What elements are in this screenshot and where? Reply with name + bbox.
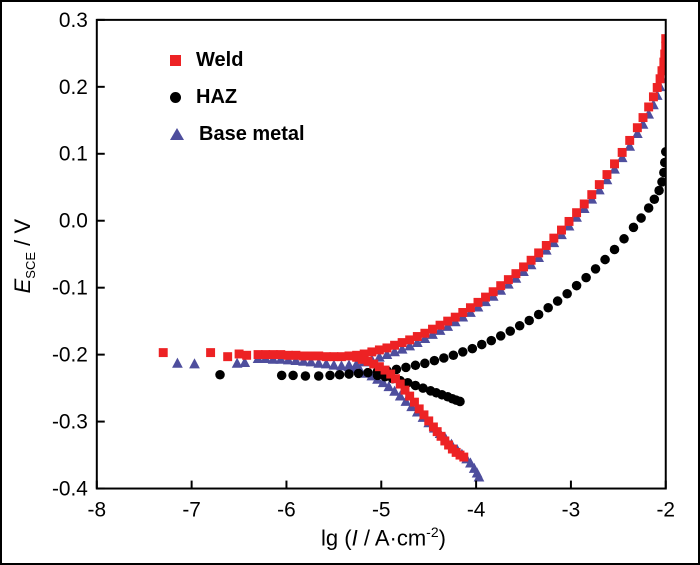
legend-label-base-metal: Base metal — [199, 123, 305, 145]
x-axis-label: lg (I / A·cm-2) — [97, 524, 670, 551]
y-label-part: / V — [9, 218, 35, 252]
y-label-subscript: SCE — [23, 251, 39, 279]
y-tick-label: -0.3 — [52, 411, 88, 434]
x-axis: -8 -7 -6 -5 -4 -3 -2 — [88, 480, 675, 521]
series-haz — [215, 146, 666, 407]
y-tick-label: 0.1 — [59, 143, 88, 166]
x-tick-label: -5 — [372, 498, 391, 521]
y-tick-label: -0.4 — [52, 477, 88, 500]
haz-circle-marker-icon — [170, 91, 181, 103]
y-axis: -0.4 -0.3 -0.2 -0.1 0.0 0.1 0.2 0.3 — [52, 9, 105, 500]
x-tick-label: -7 — [182, 498, 201, 521]
x-tick-label: -4 — [467, 498, 486, 521]
legend-label-weld: Weld — [196, 49, 244, 71]
y-tick-label: -0.1 — [52, 277, 88, 300]
x-tick-label: -6 — [277, 498, 296, 521]
y-tick-label: 0.2 — [59, 76, 88, 99]
series-weld — [158, 34, 666, 462]
x-label-part: / A·cm — [357, 525, 427, 551]
x-tick-label: -2 — [656, 498, 675, 521]
legend-item-base-metal: Base metal — [170, 122, 305, 146]
legend: Weld HAZ Base metal — [170, 48, 305, 146]
legend-item-haz: HAZ — [170, 85, 305, 109]
y-tick-label: 0.3 — [59, 9, 88, 32]
base-metal-triangle-marker-icon — [170, 128, 184, 140]
legend-label-haz: HAZ — [196, 86, 238, 108]
y-axis-label: ESCE / V — [10, 146, 38, 366]
x-tick-label: -3 — [562, 498, 581, 521]
x-label-superscript: -2 — [426, 524, 439, 540]
series-layer — [158, 34, 666, 482]
x-label-part: ) — [438, 525, 446, 551]
y-label-italic-e: E — [9, 278, 35, 294]
x-label-italic-i: I — [351, 525, 358, 551]
legend-item-weld: Weld — [170, 48, 305, 72]
x-label-part: lg ( — [321, 525, 352, 551]
y-tick-label: -0.2 — [52, 344, 88, 367]
y-tick-label: 0.0 — [59, 210, 88, 233]
weld-square-marker-icon — [170, 54, 181, 66]
x-tick-label: -8 — [88, 498, 107, 521]
